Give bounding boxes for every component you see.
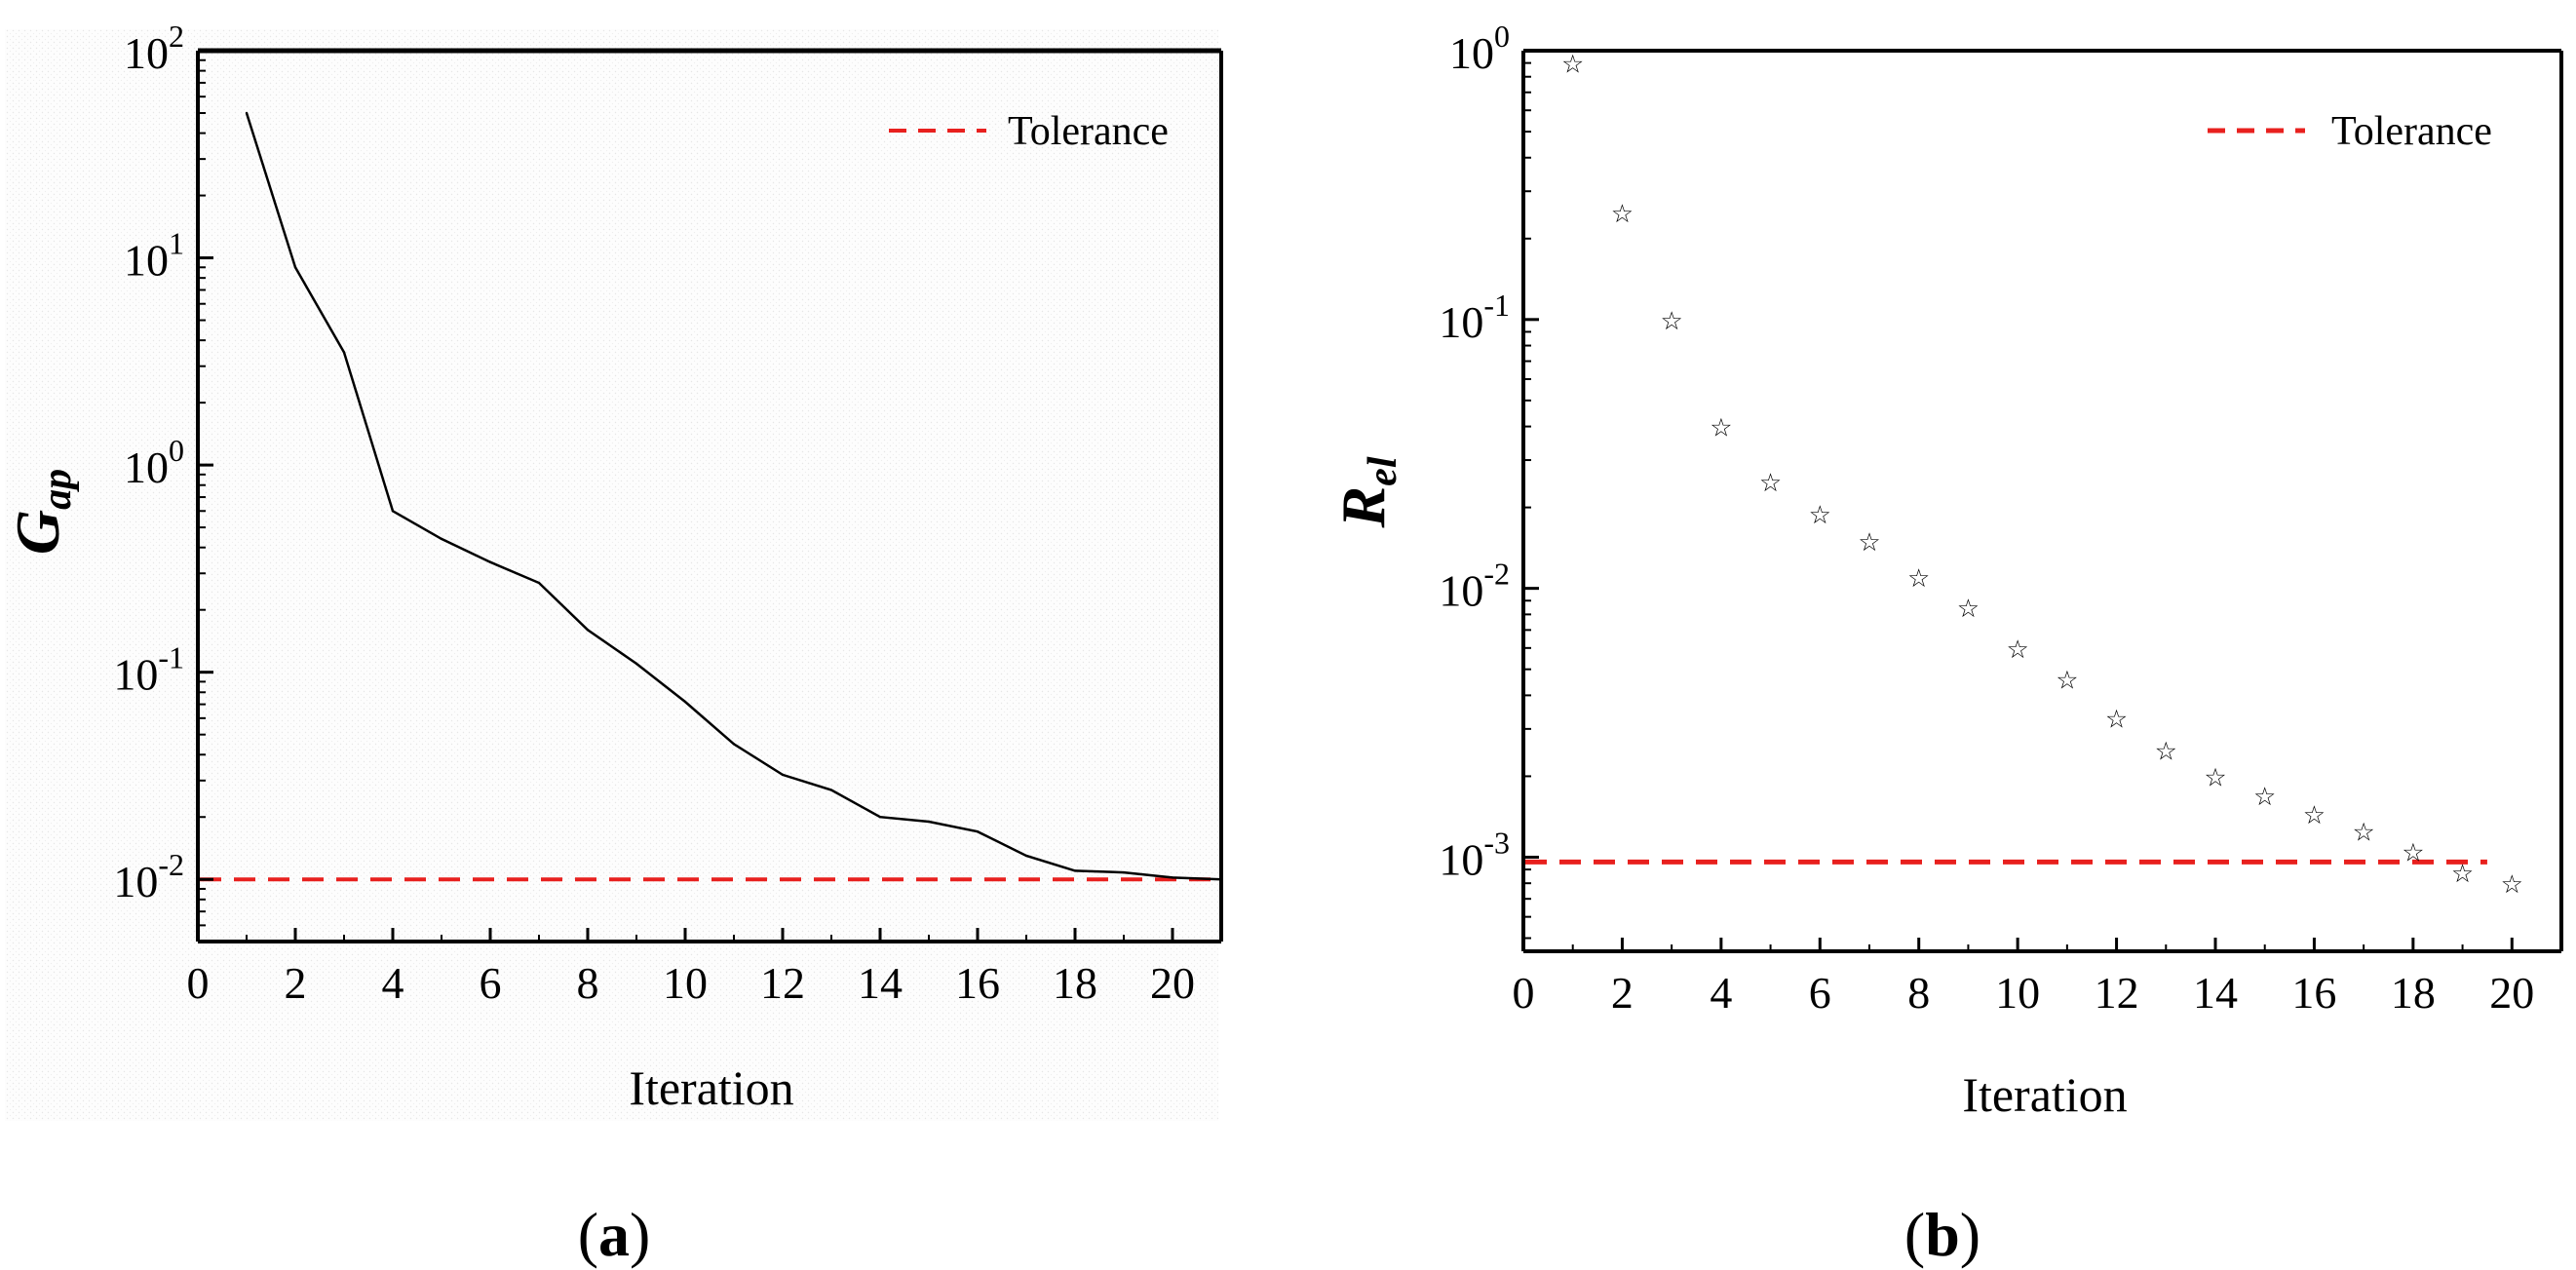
legend-a: Tolerance <box>889 109 1169 154</box>
data-point-b-1: ☆ <box>1561 51 1584 80</box>
y-tick-label-b--2: 10-2 <box>1439 557 1510 616</box>
y-tick-label-a-1: 101 <box>124 226 184 286</box>
data-point-b-6: ☆ <box>1809 501 1831 530</box>
y-tick-label-a-2: 102 <box>124 19 184 78</box>
data-point-a-14 <box>878 816 882 819</box>
y-tick-label-a--1: 10-1 <box>113 640 184 700</box>
data-point-a-7 <box>537 581 541 585</box>
data-point-b-2: ☆ <box>1611 200 1634 229</box>
x-tick-label-b-12: 12 <box>2095 968 2139 1018</box>
data-point-a-13 <box>829 789 833 791</box>
legend-label-tolerance-b: Tolerance <box>2331 109 2492 154</box>
legend-b: Tolerance <box>2208 109 2492 154</box>
data-point-b-15: ☆ <box>2253 783 2276 812</box>
y-tick-label-b-0: 100 <box>1449 19 1510 78</box>
data-point-a-16 <box>976 830 980 833</box>
x-tick-label-b-18: 18 <box>2391 968 2436 1018</box>
plot-background-a <box>5 29 1218 1121</box>
data-point-a-11 <box>732 743 736 746</box>
data-point-a-2 <box>293 266 297 269</box>
data-point-a-18 <box>1073 869 1077 872</box>
x-tick-label-a-10: 10 <box>663 958 708 1008</box>
x-tick-label-b-20: 20 <box>2489 968 2534 1018</box>
data-point-a-5 <box>440 537 443 541</box>
data-point-b-20: ☆ <box>2501 870 2523 900</box>
x-axis-label-a: Iteration <box>629 1060 793 1115</box>
data-point-a-20 <box>1171 876 1174 879</box>
data-point-b-4: ☆ <box>1710 414 1732 443</box>
panel-label-a: (a) <box>578 1200 651 1269</box>
data-point-b-3: ☆ <box>1660 307 1682 336</box>
data-point-b-18: ☆ <box>2402 839 2424 868</box>
data-point-a-1 <box>245 111 249 115</box>
x-tick-label-a-18: 18 <box>1053 958 1097 1008</box>
chart-panel-a: 0 2 4 6 8 10 12 14 16 18 20 102 101 100 10-1 10-2 Itera… <box>3 19 1223 1269</box>
x-tick-label-b-14: 14 <box>2193 968 2238 1018</box>
x-tick-label-a-12: 12 <box>760 958 805 1008</box>
data-point-b-5: ☆ <box>1759 469 1782 498</box>
data-point-a-9 <box>634 662 638 666</box>
y-axis-label-a: Gap <box>3 469 80 555</box>
data-point-a-4 <box>391 510 395 513</box>
x-tick-label-a-20: 20 <box>1150 958 1195 1008</box>
data-point-b-19: ☆ <box>2451 860 2474 889</box>
data-point-a-12 <box>781 773 785 777</box>
x-tick-label-a-2: 2 <box>285 958 307 1008</box>
data-point-b-12: ☆ <box>2105 705 2128 734</box>
x-tick-label-b-4: 4 <box>1710 968 1732 1018</box>
y-tick-label-b--3: 10-3 <box>1439 825 1510 884</box>
panel-label-b: (b) <box>1904 1200 1980 1269</box>
y-tick-label-b--1: 10-1 <box>1439 288 1510 347</box>
x-tick-label-b-0: 0 <box>1513 968 1535 1018</box>
data-point-a-3 <box>342 351 346 354</box>
x-tick-label-b-10: 10 <box>1995 968 2040 1018</box>
x-axis-label-b: Iteration <box>1962 1067 2127 1122</box>
y-tick-label-a--2: 10-2 <box>113 847 184 906</box>
data-point-b-17: ☆ <box>2352 819 2374 848</box>
data-point-b-14: ☆ <box>2204 763 2226 792</box>
y-axis-label-b: Rel <box>1328 456 1405 528</box>
data-point-b-10: ☆ <box>2006 635 2028 665</box>
x-tick-label-b-8: 8 <box>1907 968 1930 1018</box>
data-point-b-13: ☆ <box>2155 738 2177 767</box>
x-tick-label-a-16: 16 <box>955 958 1000 1008</box>
x-tick-label-a-8: 8 <box>577 958 599 1008</box>
x-tick-label-a-6: 6 <box>480 958 502 1008</box>
x-tick-label-b-2: 2 <box>1611 968 1634 1018</box>
data-point-a-19 <box>1122 870 1126 874</box>
data-point-b-16: ☆ <box>2303 801 2326 830</box>
data-point-a-15 <box>927 820 931 824</box>
data-point-a-17 <box>1024 854 1028 858</box>
data-point-a-10 <box>683 700 687 704</box>
x-tick-label-a-14: 14 <box>858 958 903 1008</box>
data-point-b-9: ☆ <box>1957 595 1980 624</box>
x-tick-label-a-0: 0 <box>187 958 210 1008</box>
y-tick-label-a-0: 100 <box>124 433 184 492</box>
x-tick-label-b-6: 6 <box>1809 968 1831 1018</box>
legend-label-tolerance-a: Tolerance <box>1008 109 1169 154</box>
data-point-a-6 <box>488 560 492 563</box>
data-point-a-8 <box>586 629 590 632</box>
data-point-b-8: ☆ <box>1907 564 1930 594</box>
chart-panel-b: ☆ ☆ ☆ ☆ ☆ ☆ ☆ ☆ ☆ ☆ ☆ ☆ ☆ ☆ ☆ ☆ ☆ ☆ ☆ ☆ 0 2 4 6 8 10 12 14 16 18 20 10… <box>1328 19 2563 1269</box>
data-point-b-11: ☆ <box>2056 667 2078 696</box>
x-tick-label-b-16: 16 <box>2291 968 2336 1018</box>
data-point-b-7: ☆ <box>1858 528 1880 558</box>
x-tick-label-a-4: 4 <box>382 958 404 1008</box>
